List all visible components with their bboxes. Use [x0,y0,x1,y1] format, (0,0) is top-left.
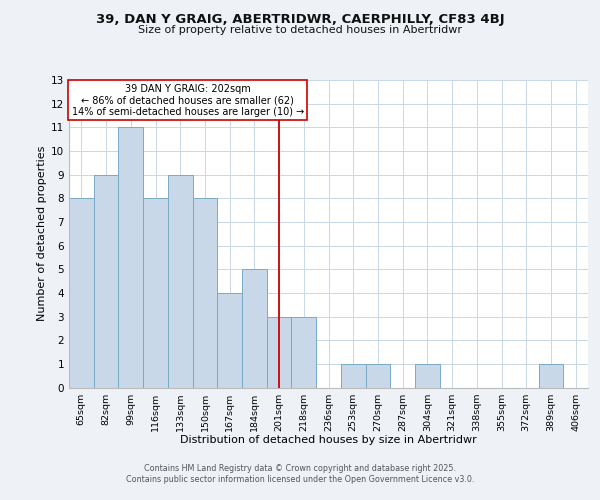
Bar [242,269,267,388]
Bar [118,128,143,388]
Bar [292,316,316,388]
Bar [539,364,563,388]
Bar [267,316,292,388]
Bar [143,198,168,388]
Bar [69,198,94,388]
Text: 39, DAN Y GRAIG, ABERTRIDWR, CAERPHILLY, CF83 4BJ: 39, DAN Y GRAIG, ABERTRIDWR, CAERPHILLY,… [95,12,505,26]
Bar [168,174,193,388]
Bar [341,364,365,388]
Bar [217,293,242,388]
Bar [193,198,217,388]
Bar [415,364,440,388]
Bar [365,364,390,388]
Y-axis label: Number of detached properties: Number of detached properties [37,146,47,322]
Bar [94,174,118,388]
Text: Size of property relative to detached houses in Abertridwr: Size of property relative to detached ho… [138,25,462,35]
X-axis label: Distribution of detached houses by size in Abertridwr: Distribution of detached houses by size … [180,435,477,445]
Text: Contains HM Land Registry data © Crown copyright and database right 2025.: Contains HM Land Registry data © Crown c… [144,464,456,473]
Text: Contains public sector information licensed under the Open Government Licence v3: Contains public sector information licen… [126,475,474,484]
Text: 39 DAN Y GRAIG: 202sqm
← 86% of detached houses are smaller (62)
14% of semi-det: 39 DAN Y GRAIG: 202sqm ← 86% of detached… [71,84,304,116]
